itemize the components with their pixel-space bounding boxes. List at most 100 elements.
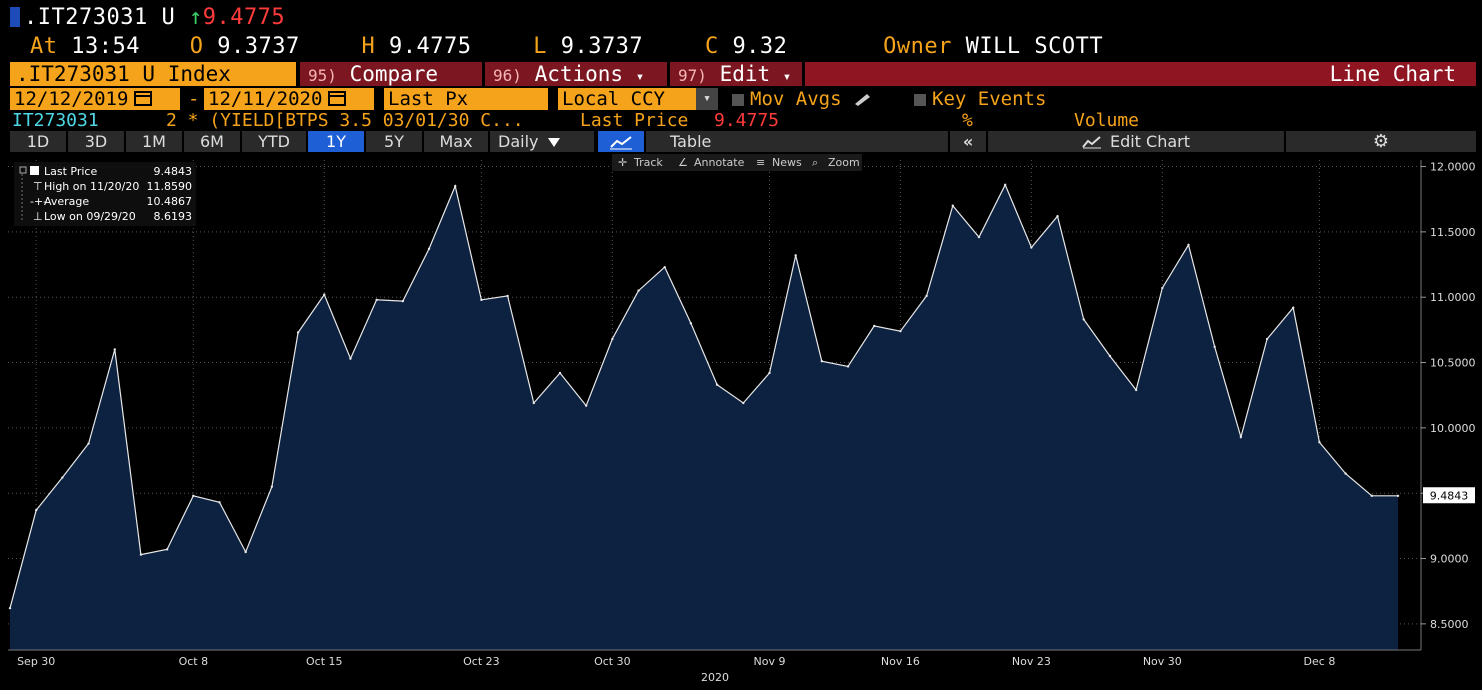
period-1m[interactable]: 1M [126,131,182,152]
caret-down-icon [547,138,560,147]
table-button[interactable]: Table [646,131,948,152]
period-6m[interactable]: 6M [184,131,240,152]
legend-label-high: High on 11/20/20 [44,180,139,193]
price-points [8,183,1400,610]
x-tick-label: Nov 30 [1143,655,1182,668]
chevron-down-icon: ▾ [635,69,645,85]
price-point [61,476,64,479]
price-area-fill [10,184,1398,651]
range-bar: 12/12/2019 - 12/11/2020 Last Px Local CC… [10,88,1476,110]
chart-type-label: Line Chart [805,62,1476,86]
x-tick-label: Sep 30 [17,655,55,668]
chevron-down-icon[interactable]: ▾ [696,88,718,110]
news-tool[interactable]: News [772,156,802,169]
zoom-icon[interactable]: ⌕ [812,156,818,169]
y-tick-label: 9.0000 [1430,553,1469,566]
price-point [1370,494,1374,498]
price-point [1396,494,1400,498]
chevron-down-icon: ▾ [782,69,792,85]
ticker-title: .IT273031 U [24,5,176,30]
edit-label: Edit [719,62,771,86]
price-chart[interactable]: 8.50009.00009.500010.000010.500011.00001… [0,152,1482,690]
price-point [1213,345,1216,349]
collapse-icon[interactable]: « [950,131,986,152]
period-ytd[interactable]: YTD [242,131,306,152]
price-point [1134,388,1138,392]
price-point [611,337,614,341]
start-date-field[interactable]: 12/12/2019 [10,88,180,110]
period-1y[interactable]: 1Y [308,131,364,152]
last-price-label: Last Price [580,110,689,131]
checkbox-icon[interactable] [914,94,926,106]
period-max[interactable]: Max [424,131,488,152]
legend-label-last: Last Price [44,165,97,178]
legend-label-average: Average [44,195,89,208]
price-point [977,235,981,239]
period-1d[interactable]: 1D [10,131,66,152]
chart-tools: ✛ Track ∠ Annotate ≡ News ⌕ Zoom [612,154,862,171]
low-marker-icon: ⊥ [33,210,43,223]
mov-avgs-label: Mov Avgs [750,88,842,110]
price-point [820,360,824,363]
security-field[interactable]: .IT273031 U Index [10,62,296,86]
at-label: At [30,34,58,59]
high-value: 9.4775 [388,34,472,59]
price-point [34,508,38,512]
price-point [1056,214,1059,218]
edit-chart-button[interactable]: Edit Chart [988,131,1284,152]
edit-button[interactable]: 97) Edit ▾ [670,62,802,86]
period-3d[interactable]: 3D [68,131,124,152]
price-point [296,331,300,334]
legend-value-high: 11.8590 [147,180,193,193]
frequency-dropdown[interactable]: Daily [490,131,594,152]
x-tick-label: Nov 23 [1012,655,1051,668]
owner-label: Owner [883,34,952,59]
collapse-legend-icon[interactable] [19,166,27,174]
calendar-icon[interactable] [328,91,347,106]
news-icon[interactable]: ≡ [756,156,765,169]
zoom-tool[interactable]: Zoom [828,156,860,169]
field-select[interactable]: Last Px [384,88,548,110]
annotate-tool[interactable]: Annotate [694,156,745,169]
start-date-value: 12/12/2019 [14,88,129,110]
compare-button[interactable]: 95) Compare [300,62,482,86]
price-point [1082,318,1085,321]
last-value-text: 9.4843 [1430,489,1469,502]
line-chart-toggle[interactable] [598,131,644,152]
price-point [768,371,771,375]
end-date-field[interactable]: 12/11/2020 [204,88,374,110]
calendar-icon[interactable] [134,91,153,106]
price-point [401,299,405,303]
price-point [873,324,876,328]
security-color-marker [10,7,20,27]
y-tick-label: 8.5000 [1430,618,1469,631]
high-marker-icon: ⊤ [33,180,43,193]
actions-button[interactable]: 96) Actions ▾ [485,62,667,86]
menu-bar: .IT273031 U Index 95) Compare 96) Action… [10,62,1476,86]
annotate-icon[interactable]: ∠ [678,156,688,169]
y-tick-label: 11.5000 [1430,226,1476,239]
y-tick-label: 11.0000 [1430,291,1476,304]
price-point [218,501,221,504]
currency-select[interactable]: Local CCY [558,88,696,110]
mov-avgs-toggle[interactable]: Mov Avgs [732,88,873,110]
price-point [951,204,954,207]
compare-label: Compare [349,62,439,86]
period-5y[interactable]: 5Y [366,131,422,152]
price-point [1292,306,1295,309]
volume-label: Volume [1074,110,1140,131]
crosshair-icon[interactable]: ✛ [618,156,627,169]
price-point [270,485,274,488]
low-value: 9.3737 [560,34,644,59]
price-line [9,183,1398,609]
high-label: H [361,34,376,59]
owner-name: WILL SCOTT [965,34,1104,59]
pencil-icon[interactable] [853,92,873,106]
line-chart-icon [610,136,632,150]
gear-icon[interactable]: ⚙ [1286,131,1476,152]
track-tool[interactable]: Track [633,156,663,169]
x-tick-label: Nov 16 [881,655,920,668]
x-axis-year-label: 2020 [701,671,729,684]
key-events-toggle[interactable]: Key Events [914,88,1046,110]
checkbox-icon[interactable] [732,94,744,106]
